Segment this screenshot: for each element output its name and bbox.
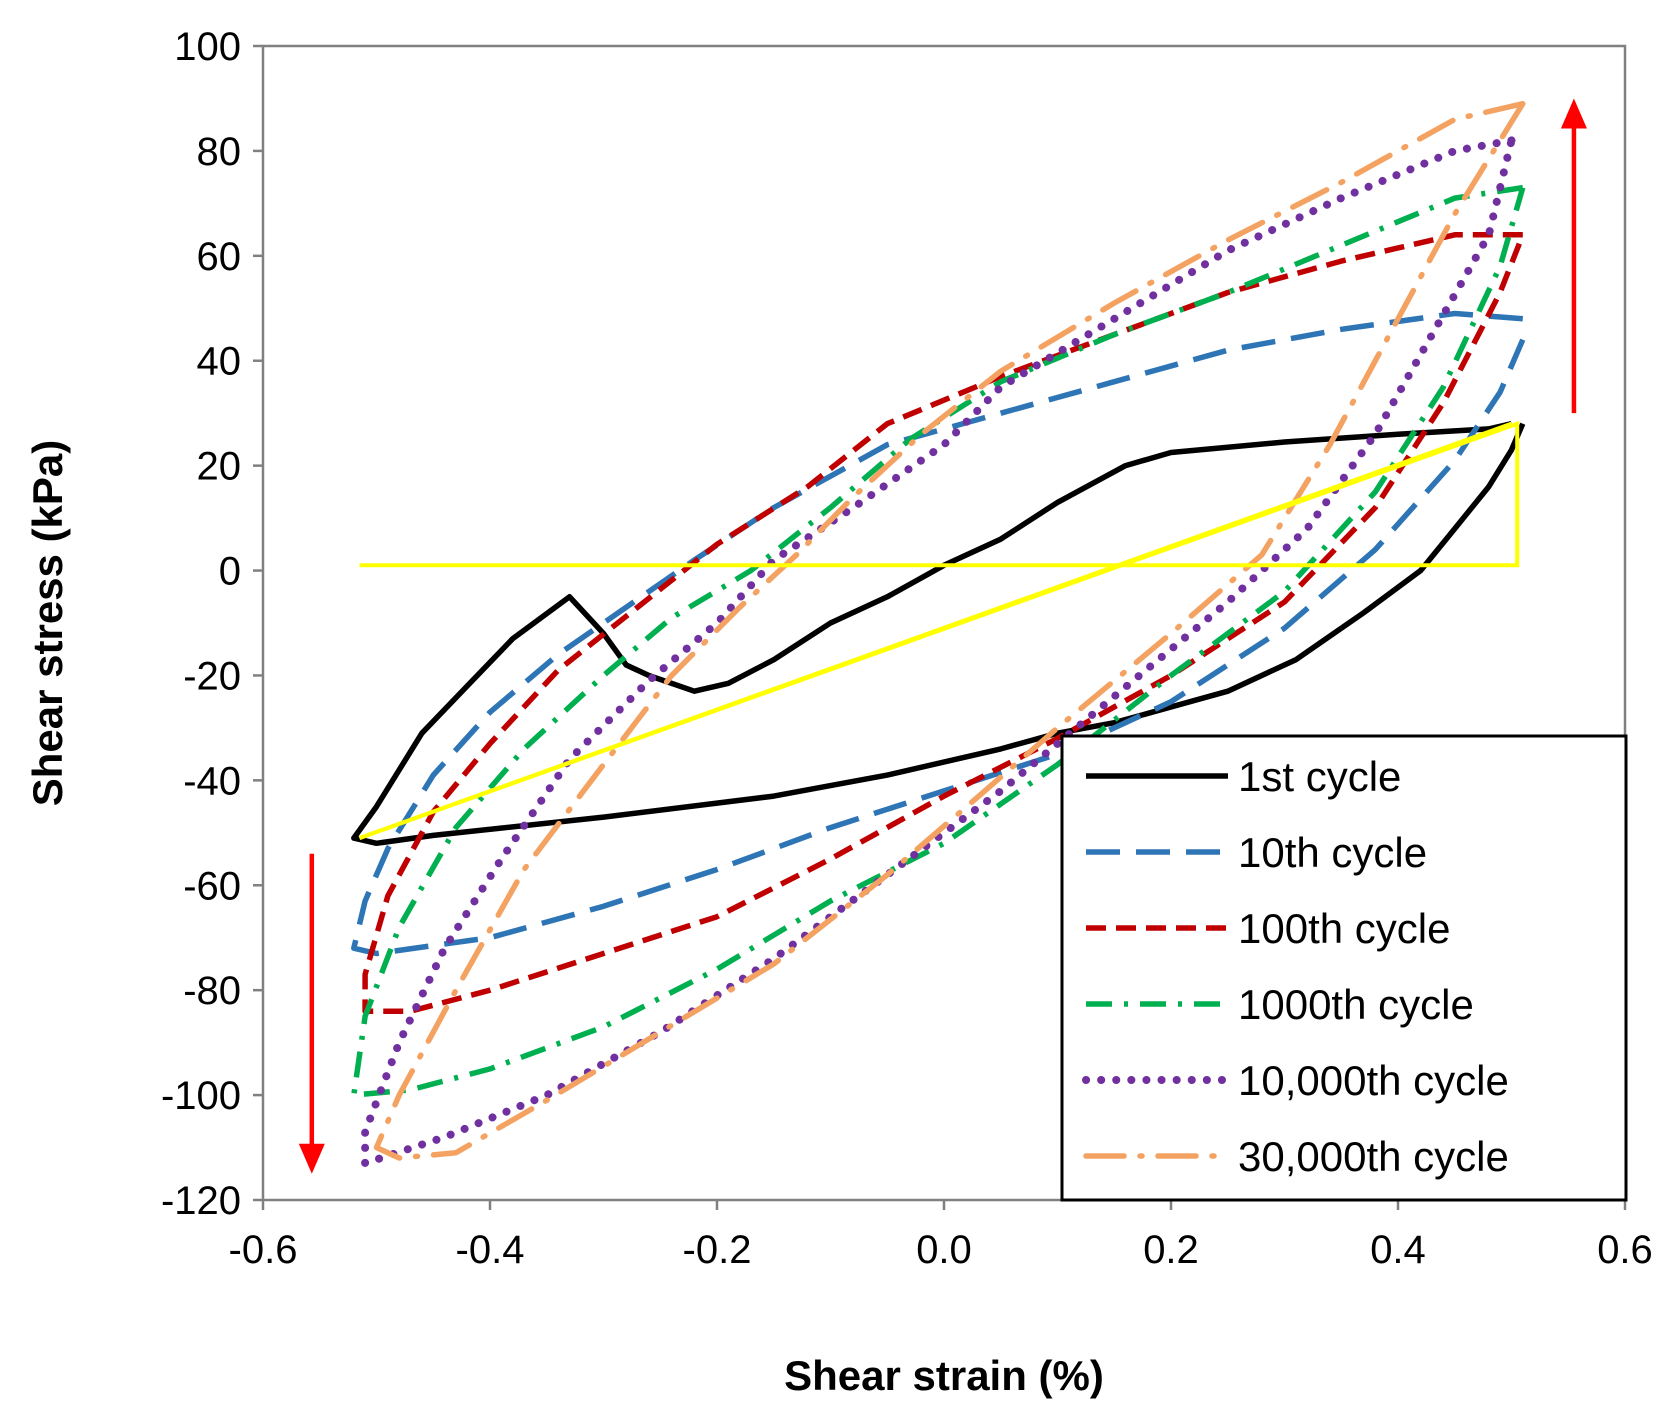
reference-box [358,420,1520,840]
plot-area-frame [261,44,1627,1202]
x-tick-label: 0.0 [916,1228,972,1272]
y-axis-ticks: 100 80 60 40 20 0 -20 -40 -60 -80 -100 -120 [161,25,263,1223]
y-tick-label: -100 [161,1074,241,1118]
series-line-1 [351,421,1526,847]
loading-direction-arrow-up [1560,98,1587,414]
legend-label-6: 30,000th cycle [1238,1133,1509,1180]
legend-label-3: 100th cycle [1238,905,1450,952]
y-tick-label: -120 [161,1179,241,1223]
x-tick-label: -0.6 [229,1228,298,1272]
annotation-layer [298,98,1587,1174]
legend-box [1060,734,1628,1202]
y-tick-label: 100 [174,25,241,69]
y-tick-label: -20 [183,654,241,698]
y-axis-title: Shear stress (kPa) [24,440,71,807]
legend-label-5: 10,000th cycle [1238,1057,1509,1104]
x-axis-ticks: -0.6 -0.4 -0.2 0.0 0.2 0.4 0.6 [229,1200,1653,1272]
series-line-4 [351,184,1526,1098]
legend-label-4: 1000th cycle [1238,981,1474,1028]
series-line-5 [361,136,1516,1168]
y-tick-label: 80 [197,130,242,174]
loading-direction-arrow-down-head [298,1143,325,1174]
y-tick-label: 0 [219,550,241,594]
legend-label-1: 1st cycle [1238,753,1401,800]
y-tick-label: 40 [197,340,242,384]
x-tick-label: -0.2 [683,1228,752,1272]
series-line-6 [373,100,1526,1161]
loading-direction-arrow-up-head [1560,98,1587,129]
series-line-3 [362,232,1526,1014]
y-tick-label: 60 [197,235,242,279]
y-tick-label: -40 [183,759,241,803]
legend: 1st cycle 10th cycle 100th cycle 1000th cyc… [1060,734,1628,1202]
y-tick-label: -60 [183,864,241,908]
x-tick-label: 0.2 [1143,1228,1199,1272]
legend-label-2: 10th cycle [1238,829,1427,876]
loading-direction-arrow-down [298,853,325,1174]
x-tick-label: -0.4 [456,1228,525,1272]
x-axis-title: Shear strain (%) [784,1352,1104,1399]
series-line-2 [351,310,1526,957]
x-tick-label: 0.6 [1597,1228,1653,1272]
y-tick-label: -80 [183,969,241,1013]
y-tick-label: 20 [197,445,242,489]
x-tick-label: 0.4 [1370,1228,1426,1272]
series-layer [351,100,1526,1168]
